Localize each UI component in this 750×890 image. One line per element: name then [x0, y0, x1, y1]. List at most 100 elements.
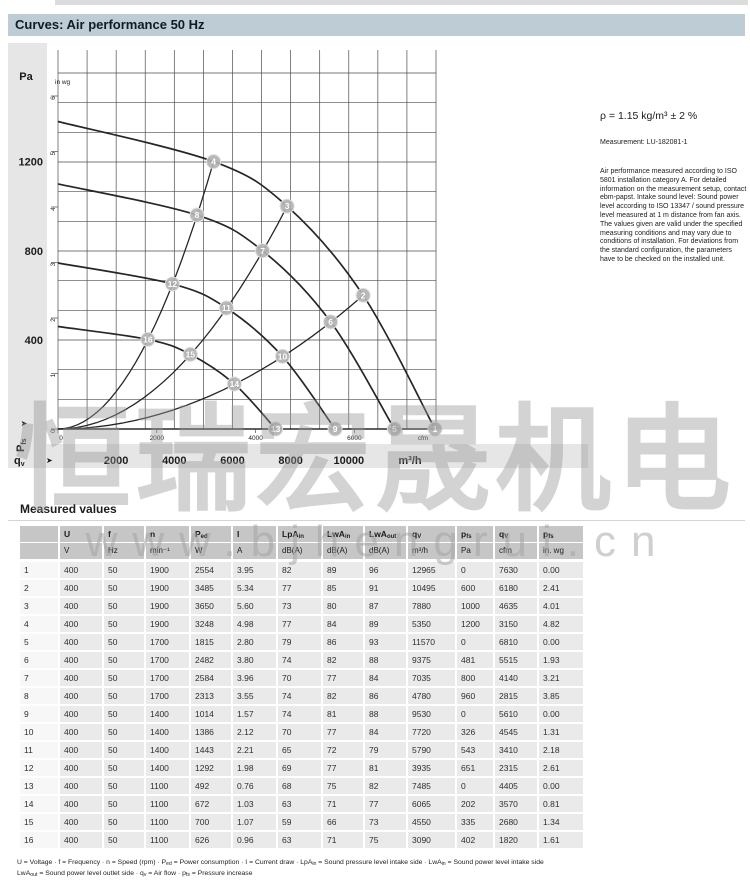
table-cell: 73: [278, 598, 321, 614]
x-axis-tick-label-m3h: 10000: [333, 455, 364, 467]
table-cell: 1200: [457, 616, 493, 632]
x-axis-name-qv: qv: [14, 455, 25, 468]
table-cell: 50: [104, 652, 144, 668]
table-cell: 3570: [495, 796, 537, 812]
table-cell: 77: [323, 670, 363, 686]
table-cell: 1700: [146, 634, 189, 650]
row-number-cell: 12: [20, 760, 58, 776]
row-number-cell: 15: [20, 814, 58, 830]
table-row: 6 400 50 1700 2482 3.80 74 82 88 9375 481 5515 1.93: [20, 652, 587, 668]
table-cell: 672: [191, 796, 231, 812]
table-cell: 400: [60, 580, 102, 596]
table-cell: 6810: [495, 634, 537, 650]
operating-point-marker-8: [189, 207, 205, 223]
table-cell: 1400: [146, 706, 189, 722]
table-cell: 400: [60, 832, 102, 848]
section-title-measured-values: Measured values: [20, 502, 117, 516]
table-cell: 50: [104, 832, 144, 848]
table-cell: 4550: [408, 814, 455, 830]
header-cell-symbol: LwAin: [323, 526, 363, 542]
row-number-cell: 16: [20, 832, 58, 848]
table-cell: 1.34: [539, 814, 583, 830]
row-number-cell: 8: [20, 688, 58, 704]
table-row: 11 400 50 1400 1443 2.21 65 72 79 5790 543 3410 2.18: [20, 742, 587, 758]
table-cell: 1700: [146, 670, 189, 686]
operating-point-marker-10: [274, 348, 290, 364]
table-cell: 65: [278, 742, 321, 758]
x-axis-tick-label-m3h: 8000: [278, 455, 302, 467]
table-cell: 0.00: [539, 778, 583, 794]
table-cell: 0.81: [539, 796, 583, 812]
table-cell: 50: [104, 688, 144, 704]
table-cell: 7880: [408, 598, 455, 614]
operating-point-marker-15: [182, 346, 198, 362]
table-cell: 400: [60, 652, 102, 668]
table-cell: 86: [323, 634, 363, 650]
operating-point-number-9: 9: [333, 424, 338, 434]
table-row: 2 400 50 1900 3485 5.34 77 85 91 10495 600 6180 2.41: [20, 580, 587, 596]
y-axis-unit-pa: Pa: [19, 71, 33, 83]
table-cell: 2313: [191, 688, 231, 704]
y-axis-tick-label-inwg: 5: [50, 151, 57, 155]
table-cell: 82: [323, 688, 363, 704]
table-cell: 2.41: [539, 580, 583, 596]
operating-point-number-2: 2: [361, 290, 366, 300]
y-axis-tick-label-inwg: 6: [50, 96, 57, 100]
table-cell: 5.34: [233, 580, 276, 596]
table-cell: 0: [457, 778, 493, 794]
header-cell-unit: Hz: [104, 543, 144, 559]
header-cell-unit: m³/h: [408, 543, 455, 559]
table-cell: 1386: [191, 724, 231, 740]
operating-point-number-14: 14: [230, 379, 240, 389]
table-cell: 11570: [408, 634, 455, 650]
page-top-divider: [55, 0, 748, 5]
y-axis-tick-label-pa: 400: [25, 335, 43, 347]
table-cell: 400: [60, 634, 102, 650]
table-cell: 0.96: [233, 832, 276, 848]
header-cell-symbol: pfs: [457, 526, 493, 542]
table-cell: 1443: [191, 742, 231, 758]
table-cell: 2.21: [233, 742, 276, 758]
header-cell-unit: Pa: [457, 543, 493, 559]
table-cell: 84: [365, 670, 406, 686]
table-cell: 402: [457, 832, 493, 848]
table-cell: 9375: [408, 652, 455, 668]
table-cell: 5350: [408, 616, 455, 632]
table-cell: 335: [457, 814, 493, 830]
table-cell: 70: [278, 724, 321, 740]
x-axis-unit-m3h: m³/h: [398, 455, 422, 467]
table-cell: 50: [104, 616, 144, 632]
row-number-cell: 5: [20, 634, 58, 650]
operating-point-marker-14: [226, 376, 242, 392]
table-cell: 70: [278, 670, 321, 686]
cfm-tick-label: 6000: [347, 435, 362, 442]
table-cell: 82: [365, 778, 406, 794]
table-cell: 3.21: [539, 670, 583, 686]
table-cell: 0.00: [539, 634, 583, 650]
row-number-cell: 2: [20, 580, 58, 596]
table-cell: 69: [278, 760, 321, 776]
system-curve-1: [57, 161, 215, 430]
table-cell: 0: [457, 706, 493, 722]
table-cell: 63: [278, 832, 321, 848]
air-density-note: ρ = 1.15 kg/m³ ± 2 %: [600, 110, 698, 122]
table-cell: 800: [457, 670, 493, 686]
table-cell: 1.03: [233, 796, 276, 812]
table-cell: 2482: [191, 652, 231, 668]
table-cell: 9530: [408, 706, 455, 722]
cfm-unit-label: cfm: [418, 435, 428, 442]
abbreviation-legend-line1: U = Voltage · f = Frequency · n = Speed …: [17, 859, 544, 867]
header-cell-unit: dB(A): [278, 543, 321, 559]
table-cell: 50: [104, 724, 144, 740]
header-cell-symbol: U: [60, 526, 102, 542]
table-cell: 75: [365, 832, 406, 848]
table-cell: 960: [457, 688, 493, 704]
table-cell: 0.00: [539, 562, 583, 578]
table-cell: 3935: [408, 760, 455, 776]
table-cell: 7720: [408, 724, 455, 740]
table-cell: 77: [278, 580, 321, 596]
table-cell: 50: [104, 670, 144, 686]
table-cell: 400: [60, 616, 102, 632]
